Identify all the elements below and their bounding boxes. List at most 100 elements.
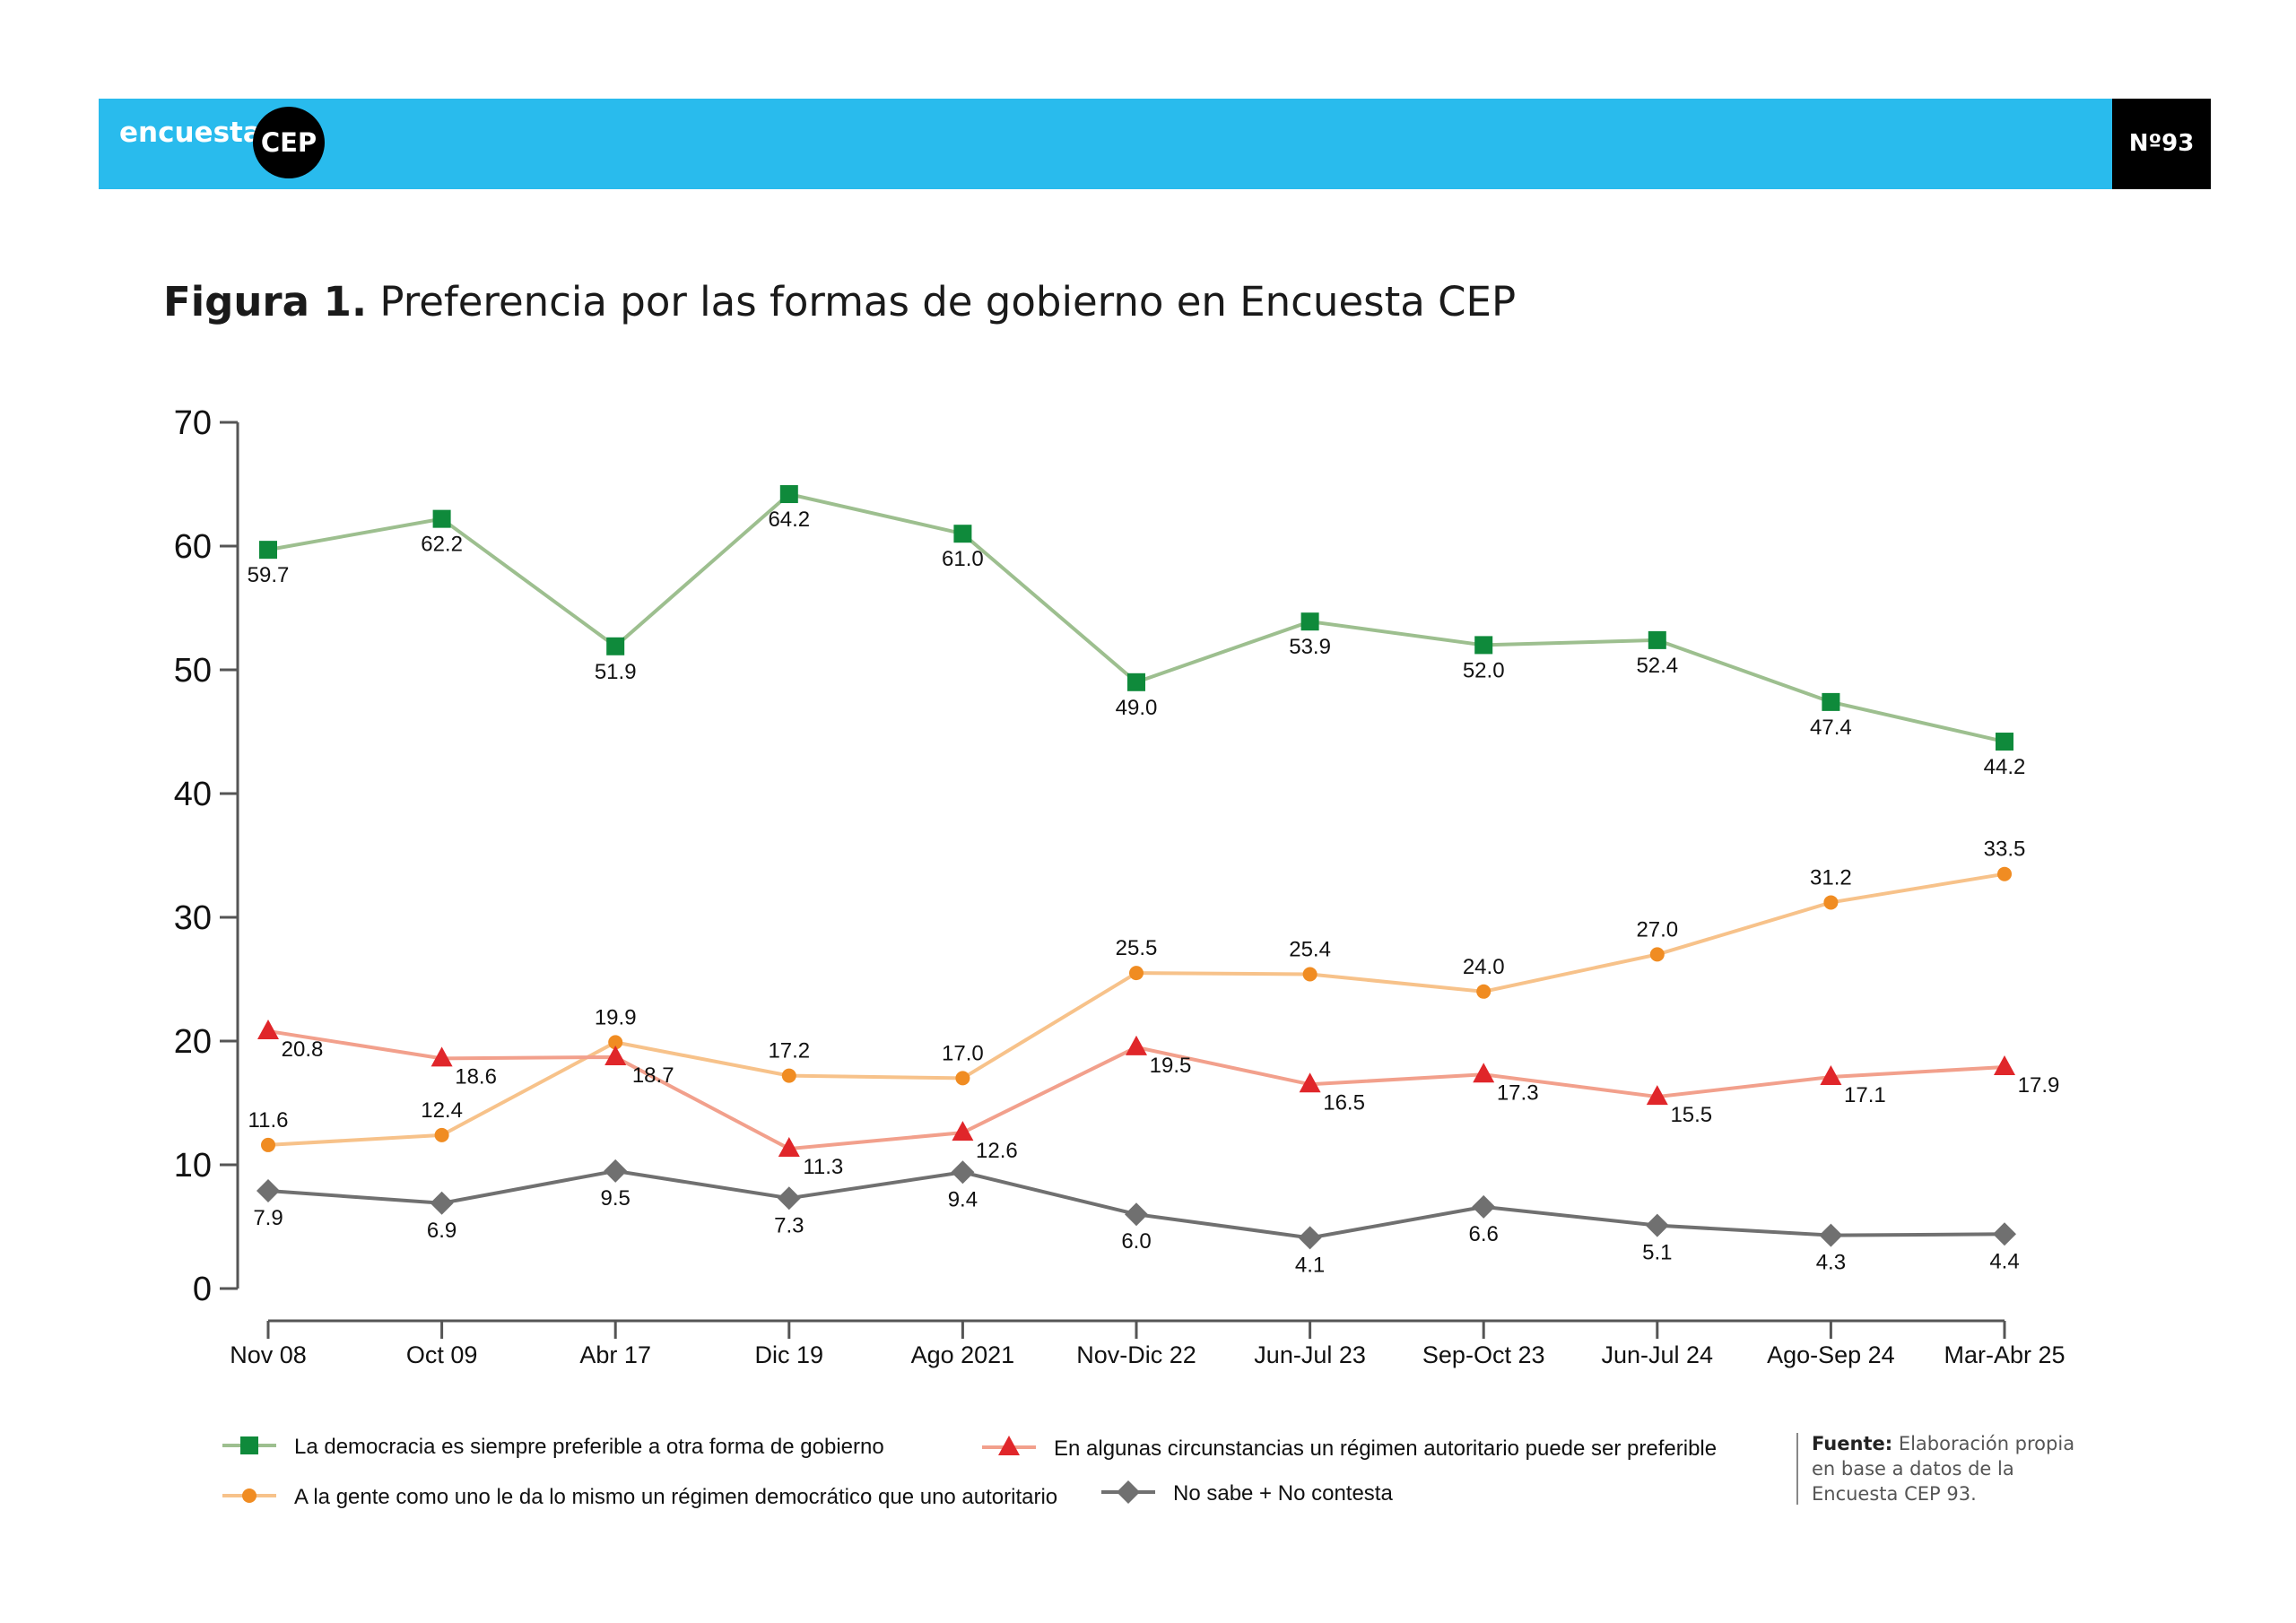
- democracy-series-data-label: 64.2: [768, 508, 810, 532]
- authoritarian-series-data-label: 12.6: [976, 1139, 1018, 1163]
- democracy-series-point: [606, 637, 625, 655]
- x-tick-label: Jun-Jul 24: [1602, 1341, 1714, 1368]
- democracy-series-data-label: 51.9: [595, 660, 637, 684]
- y-tick-label: 40: [174, 776, 212, 813]
- democracy-series-data-label: 53.9: [1289, 635, 1331, 659]
- source-note: Fuente: Elaboración propia en base a dat…: [1812, 1431, 2099, 1506]
- indifferent-series-data-label: 12.4: [421, 1098, 463, 1123]
- no-answer-series-data-label: 5.1: [1642, 1241, 1672, 1265]
- legend-marker: [242, 1488, 257, 1503]
- indifferent-series-data-label: 17.0: [942, 1041, 984, 1065]
- authoritarian-series-point: [1646, 1085, 1668, 1106]
- authoritarian-series-data-label: 15.5: [1670, 1103, 1712, 1127]
- no-answer-series-point: [1472, 1194, 1496, 1219]
- header-bar: encuesta CEP: [99, 99, 2210, 189]
- source-divider: [1796, 1433, 1798, 1505]
- legend-marker: [998, 1436, 1020, 1455]
- indifferent-series-point: [608, 1035, 623, 1050]
- indifferent-series-data-label: 33.5: [1984, 838, 2026, 862]
- no-answer-series-data-label: 7.9: [253, 1206, 283, 1230]
- figure-title-bold: Figura 1.: [163, 278, 368, 325]
- no-answer-series-data-label: 4.4: [1989, 1249, 2019, 1273]
- authoritarian-series-point: [1820, 1065, 1842, 1086]
- authoritarian-series-point: [1994, 1055, 2015, 1075]
- y-tick-label: 70: [174, 404, 212, 442]
- x-tick-label: Dic 19: [755, 1341, 824, 1368]
- x-tick-label: Mar-Abr 25: [1944, 1341, 2065, 1368]
- no-answer-series-point: [604, 1159, 628, 1183]
- no-answer-series-point: [430, 1191, 454, 1215]
- no-answer-series-data-label: 4.1: [1295, 1253, 1325, 1277]
- democracy-series-data-label: 59.7: [248, 563, 290, 587]
- democracy-series-data-label: 44.2: [1984, 755, 2026, 779]
- x-tick-label: Nov 08: [230, 1341, 307, 1368]
- democracy-series-point: [1648, 630, 1666, 649]
- indifferent-series-data-label: 24.0: [1463, 955, 1505, 979]
- y-tick-label: 0: [193, 1271, 212, 1308]
- indifferent-series-line: [267, 872, 2005, 1147]
- x-tick-label: Oct 09: [406, 1341, 478, 1368]
- source-text: Elaboración propia en base a datos de la…: [1812, 1433, 2075, 1505]
- indifferent-series-point: [781, 1068, 796, 1083]
- no-answer-series-data-label: 4.3: [1816, 1251, 1846, 1275]
- democracy-series-data-label: 52.0: [1463, 658, 1505, 682]
- authoritarian-series-point: [952, 1121, 974, 1141]
- legend-entry: La democracia es siempre preferible a ot…: [294, 1435, 884, 1459]
- indifferent-series-point: [1997, 866, 2012, 881]
- indifferent-series-data-label: 19.9: [595, 1005, 637, 1029]
- authoritarian-series-data-label: 17.3: [1497, 1081, 1539, 1105]
- brand-logo-badge: CEP: [253, 107, 325, 178]
- indifferent-series-data-label: 17.2: [768, 1039, 810, 1063]
- no-answer-series-data-label: 7.3: [774, 1213, 804, 1237]
- authoritarian-series-data-label: 17.1: [1844, 1083, 1886, 1107]
- indifferent-series-data-label: 31.2: [1810, 865, 1852, 890]
- authoritarian-series-point: [604, 1045, 627, 1065]
- democracy-series-point: [1127, 673, 1145, 691]
- indifferent-series-data-label: 25.5: [1116, 936, 1158, 960]
- democracy-series-data-label: 47.4: [1810, 716, 1852, 740]
- x-tick-label: Ago 2021: [911, 1341, 1015, 1368]
- x-tick-label: Nov-Dic 22: [1076, 1341, 1196, 1368]
- no-answer-series-data-label: 9.5: [601, 1186, 631, 1211]
- y-tick-label: 10: [174, 1147, 212, 1185]
- no-answer-series-point: [1298, 1226, 1322, 1250]
- democracy-series-point: [1996, 733, 2013, 751]
- no-answer-series-data-label: 9.4: [948, 1187, 978, 1211]
- x-tick-label: Ago-Sep 24: [1767, 1341, 1895, 1368]
- democracy-series-point: [1474, 636, 1493, 655]
- x-tick-label: Jun-Jul 23: [1254, 1341, 1366, 1368]
- figure-title-text: Preferencia por las formas de gobierno e…: [379, 278, 1517, 325]
- authoritarian-series-point: [1473, 1063, 1495, 1083]
- y-tick-label: 60: [174, 528, 212, 566]
- democracy-series-point: [953, 525, 972, 543]
- no-answer-series-point: [1645, 1213, 1669, 1237]
- authoritarian-series-data-label: 19.5: [1150, 1054, 1192, 1078]
- no-answer-series-point: [1993, 1222, 2016, 1246]
- democracy-series-point: [1300, 612, 1319, 631]
- democracy-series-point: [1822, 692, 1840, 711]
- y-tick-label: 50: [174, 652, 212, 690]
- authoritarian-series-data-label: 18.7: [632, 1063, 674, 1088]
- authoritarian-series-data-label: 18.6: [455, 1064, 497, 1089]
- brand-text: encuesta: [119, 117, 262, 149]
- indifferent-series-point: [1476, 984, 1492, 999]
- no-answer-series-data-label: 6.9: [427, 1219, 457, 1243]
- y-tick-label: 20: [174, 1023, 212, 1061]
- no-answer-series-data-label: 6.6: [1469, 1222, 1499, 1246]
- democracy-series-data-label: 61.0: [942, 547, 984, 571]
- no-answer-series-point: [1125, 1202, 1148, 1227]
- democracy-series-data-label: 49.0: [1116, 696, 1158, 720]
- x-tick-label: Abr 17: [579, 1341, 651, 1368]
- no-answer-series-data-label: 6.0: [1121, 1229, 1151, 1254]
- no-answer-series-point: [777, 1186, 801, 1211]
- democracy-series-point: [432, 509, 451, 528]
- authoritarian-series-data-label: 16.5: [1323, 1090, 1365, 1115]
- authoritarian-series-point: [1126, 1035, 1147, 1055]
- legend-entry: No sabe + No contesta: [1173, 1481, 1393, 1506]
- indifferent-series-point: [261, 1137, 275, 1152]
- democracy-series-point: [259, 541, 277, 560]
- indifferent-series-point: [434, 1127, 449, 1142]
- indifferent-series-point: [1823, 895, 1839, 910]
- authoritarian-series-point: [778, 1137, 800, 1158]
